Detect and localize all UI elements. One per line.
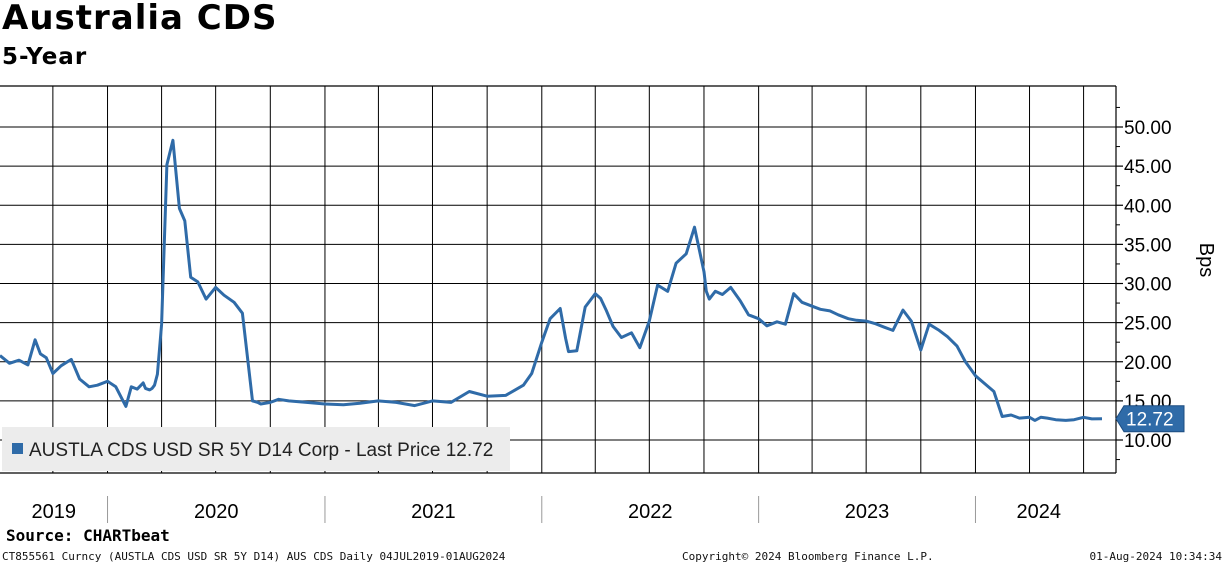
footer-ticker-info: CT855561 Curncy (AUSTLA CDS USD SR 5Y D1… xyxy=(2,550,506,563)
vertical-gridlines xyxy=(52,86,1085,473)
y-tick-label: 45.00 xyxy=(1124,157,1172,178)
y-axis-unit-label: Bps xyxy=(1195,243,1217,277)
last-price-tag-box xyxy=(1115,405,1185,433)
x-year-label: 2019 xyxy=(32,501,77,523)
legend: AUSTLA CDS USD SR 5Y D14 Corp - Last Pri… xyxy=(2,427,510,471)
chart-title: Australia CDS xyxy=(2,0,278,38)
x-year-label: 2023 xyxy=(845,501,890,523)
y-tick-label: 20.00 xyxy=(1124,353,1172,374)
x-year-label: 2022 xyxy=(628,501,673,523)
legend-label: AUSTLA CDS USD SR 5Y D14 Corp - Last Pri… xyxy=(29,440,493,461)
chart-subtitle: 5-Year xyxy=(2,44,88,70)
series-line xyxy=(0,138,1103,422)
y-tick-label: 25.00 xyxy=(1124,314,1172,335)
y-tick-label: 30.00 xyxy=(1124,275,1172,296)
footer-timestamp: 01-Aug-2024 10:34:34 xyxy=(1089,550,1222,563)
y-tick-label: 40.00 xyxy=(1124,196,1172,217)
x-year-label: 2024 xyxy=(1016,501,1061,523)
last-price-tag-label: 12.72 xyxy=(1126,410,1174,431)
y-tick-label: 50.00 xyxy=(1124,118,1172,139)
source-label: Source: CHARTbeat xyxy=(6,526,170,545)
y-tick-label: 10.00 xyxy=(1124,431,1172,452)
x-year-label: 2021 xyxy=(411,501,456,523)
x-axis-year-labels: 2019 2020 2021 2022 2023 2024 xyxy=(32,496,1061,523)
legend-swatch xyxy=(12,443,23,454)
y-axis-ticks: 10.0015.0020.0025.0030.0035.0040.0045.00… xyxy=(1116,106,1172,461)
footer-copyright: Copyright© 2024 Bloomberg Finance L.P. xyxy=(682,550,934,563)
legend-box xyxy=(2,427,510,471)
y-tick-label: 35.00 xyxy=(1124,235,1172,256)
x-year-label: 2020 xyxy=(194,501,239,523)
last-price-tag: 12.72 xyxy=(1115,405,1185,433)
